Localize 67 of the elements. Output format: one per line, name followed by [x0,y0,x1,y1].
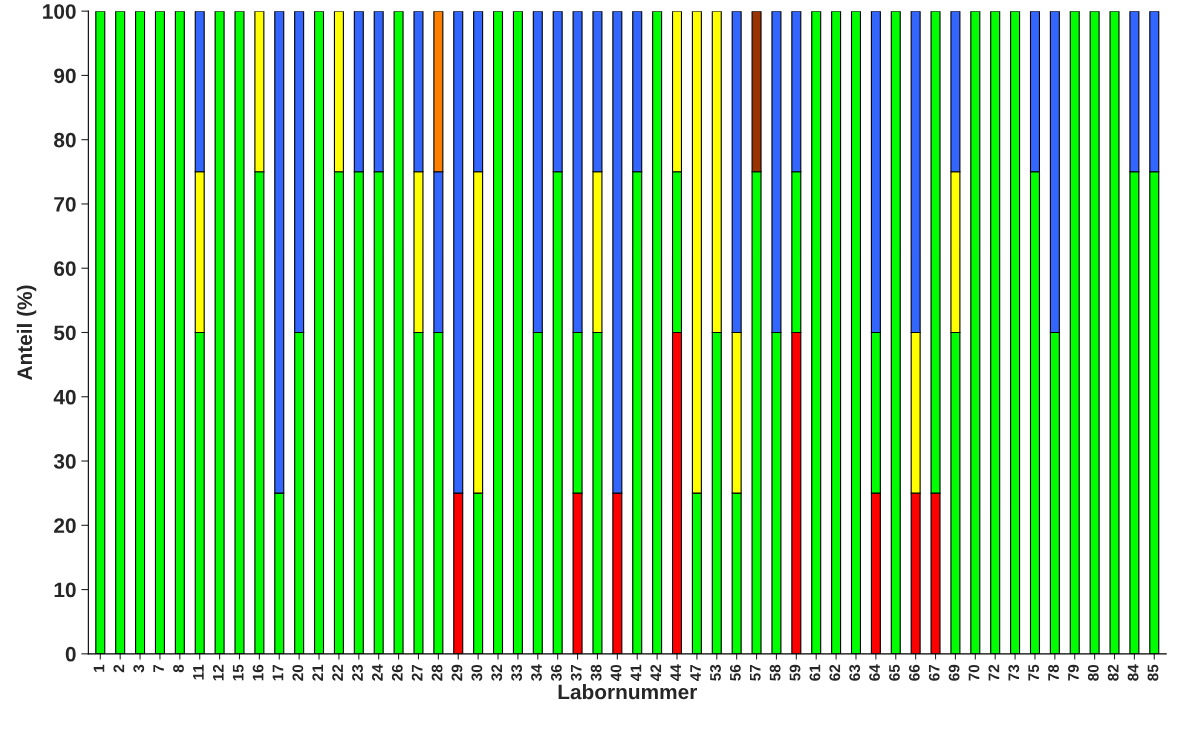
x-tick-label: 20 [292,664,304,681]
x-tick-label: 75 [1028,664,1040,681]
x-tick-label: 23 [352,664,363,681]
y-tick-label: 10 [54,582,76,598]
x-tick-label: 79 [1068,664,1079,681]
x-tick-label: 85 [1147,664,1159,681]
x-tick-label: 16 [252,664,264,681]
x-tick-label: 28 [431,664,443,681]
x-tick-label: 22 [332,664,343,681]
x-tick-label: 17 [272,664,284,681]
x-tick-label: 53 [710,664,721,681]
x-tick-label: 26 [391,664,403,681]
y-tick-label: 60 [54,261,76,276]
x-tick-label: 30 [471,664,483,681]
x-tick-label: 69 [948,664,960,681]
x-tick-label: 58 [769,664,781,681]
x-tick-label: 47 [690,664,701,682]
x-tick-label: 63 [849,664,861,681]
y-tick-label: 50 [54,325,76,341]
y-tick-label: 20 [54,518,76,534]
x-tick-label: 36 [550,664,562,681]
x-tick-label: 41 [630,664,642,682]
y-axis-title: Anteil (%) [16,285,37,380]
x-axis-title: Labornummer [558,684,698,700]
x-tick-label: 11 [193,664,204,680]
x-tick-label: 78 [1048,664,1059,681]
x-tick-label: 61 [809,664,821,681]
x-tick-label: 1 [93,664,105,672]
x-tick-label: 38 [590,664,602,681]
x-tick-label: 82 [1107,664,1119,681]
x-tick-label: 32 [491,664,503,681]
x-tick-label: 70 [968,664,980,681]
x-tick-label: 7 [153,664,164,673]
y-tick-label: 70 [54,196,76,212]
y-tick-label: 40 [53,389,76,405]
x-tick-label: 67 [928,664,940,681]
y-tick-label: 90 [54,68,76,84]
y-tick-label: 100 [43,4,76,19]
x-tick-label: 73 [1008,664,1020,681]
x-tick-label: 27 [411,664,423,681]
x-tick-label: 66 [908,664,920,681]
x-tick-label: 33 [511,664,523,681]
x-tick-label: 42 [650,664,662,682]
x-tick-label: 84 [1127,664,1139,681]
x-tick-label: 56 [729,664,741,681]
x-tick-label: 80 [1087,664,1099,681]
y-tick-label: 30 [53,454,76,469]
x-tick-label: 8 [173,664,184,673]
x-tick-label: 24 [371,664,383,681]
y-tick-label: 80 [54,132,76,148]
x-tick-label: 29 [451,664,463,681]
x-tick-label: 12 [212,664,224,681]
x-tick-label: 40 [610,664,622,682]
x-tick-label: 44 [670,664,681,682]
x-tick-label: 64 [869,664,880,681]
x-tick-label: 65 [889,664,900,681]
x-tick-label: 37 [570,664,582,681]
y-tick-label: 0 [65,646,76,662]
x-tick-label: 59 [789,664,801,681]
x-tick-label: 21 [312,664,323,681]
x-tick-label: 34 [531,664,542,681]
x-tick-label: 62 [829,664,841,681]
x-tick-label: 15 [232,664,244,681]
x-tick-label: 72 [988,664,1000,681]
x-tick-label: 3 [133,664,145,673]
x-tick-label: 2 [113,664,125,673]
x-tick-label: 57 [749,664,761,681]
